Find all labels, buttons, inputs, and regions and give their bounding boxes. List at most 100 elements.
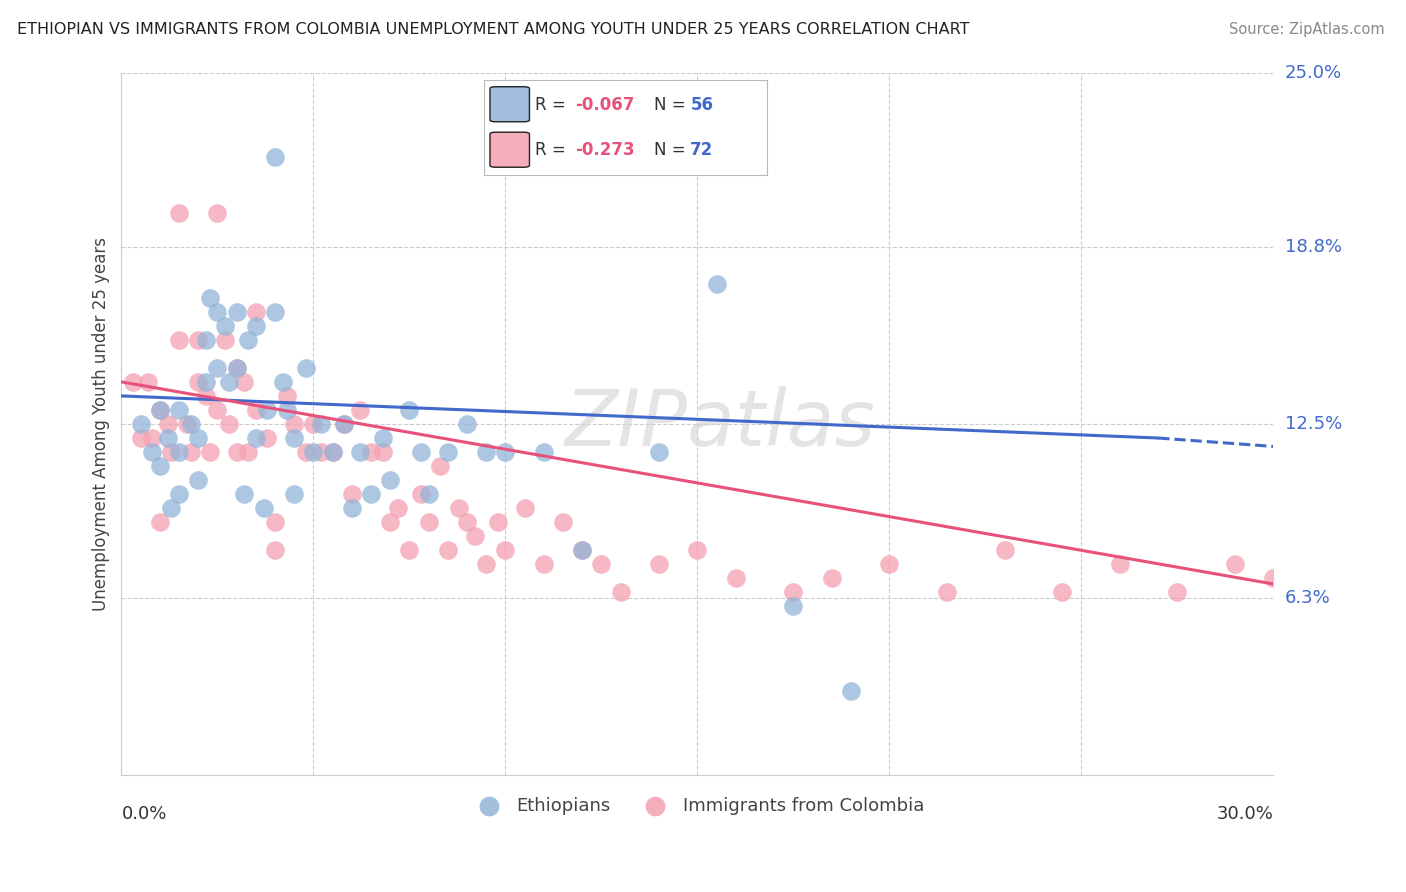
Point [333,417,356,431]
Point [194,389,217,403]
Point [429,459,451,474]
Point [398,543,420,558]
Point [648,445,671,459]
Point [294,445,316,459]
Point [533,445,555,459]
Point [276,403,298,417]
Point [782,585,804,599]
Point [456,417,478,431]
Point [387,501,409,516]
Point [333,417,356,431]
Point [371,445,394,459]
Point [156,417,179,431]
Point [198,445,221,459]
Point [409,487,432,501]
Point [180,445,202,459]
Point [302,417,325,431]
Point [225,360,247,375]
Point [176,417,198,431]
Point [160,445,183,459]
Text: 12.5%: 12.5% [1285,415,1341,433]
Text: ETHIOPIAN VS IMMIGRANTS FROM COLOMBIA UNEMPLOYMENT AMONG YOUTH UNDER 25 YEARS CO: ETHIOPIAN VS IMMIGRANTS FROM COLOMBIA UN… [17,22,969,37]
Point [309,445,332,459]
Point [136,375,159,389]
Point [322,445,344,459]
Point [141,431,163,445]
Point [475,558,498,572]
Point [591,558,613,572]
Text: Source: ZipAtlas.com: Source: ZipAtlas.com [1229,22,1385,37]
Point [360,487,382,501]
Point [141,445,163,459]
Point [283,487,305,501]
Point [264,515,287,529]
Point [494,543,516,558]
Point [238,445,260,459]
Point [187,473,209,487]
Point [360,445,382,459]
Point [464,529,486,543]
Point [149,403,172,417]
Point [187,375,209,389]
Point [936,585,959,599]
Point [180,417,202,431]
Point [194,333,217,347]
Point [648,558,671,572]
Point [551,515,574,529]
Legend: Ethiopians, Immigrants from Colombia: Ethiopians, Immigrants from Colombia [464,789,931,822]
Point [302,445,325,459]
Point [207,360,229,375]
Point [609,585,631,599]
Point [437,543,460,558]
Point [245,403,267,417]
Point [821,571,844,585]
Point [207,206,229,220]
Text: 30.0%: 30.0% [1216,805,1274,823]
Point [1108,558,1130,572]
Point [879,558,901,572]
Point [437,445,460,459]
Point [1166,585,1188,599]
Point [167,333,190,347]
Point [245,304,267,318]
Point [380,515,402,529]
Point [475,445,498,459]
Point [149,459,172,474]
Point [1223,558,1246,572]
Point [207,304,229,318]
Point [724,571,747,585]
Text: 18.8%: 18.8% [1285,238,1341,256]
Point [486,515,509,529]
Point [167,403,190,417]
Point [418,515,440,529]
Point [340,487,363,501]
Point [194,375,217,389]
Point [149,403,172,417]
Point [198,291,221,305]
Point [256,403,278,417]
Point [449,501,471,516]
Point [283,417,305,431]
Point [322,445,344,459]
Point [409,445,432,459]
Point [418,487,440,501]
Point [129,417,152,431]
Point [340,501,363,516]
Text: ZIPatlas: ZIPatlas [565,386,876,462]
Point [207,403,229,417]
Point [276,389,298,403]
Point [187,431,209,445]
Point [160,501,183,516]
Point [238,333,260,347]
Point [233,375,256,389]
Point [994,543,1017,558]
Point [245,318,267,333]
Point [167,206,190,220]
Point [225,304,247,318]
Point [571,543,593,558]
Point [264,150,287,164]
Point [706,277,728,291]
Point [167,445,190,459]
Text: 0.0%: 0.0% [121,805,167,823]
Y-axis label: Unemployment Among Youth under 25 years: Unemployment Among Youth under 25 years [93,237,110,611]
